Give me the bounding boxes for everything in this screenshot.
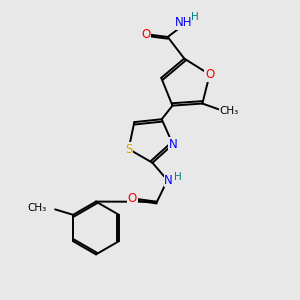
Text: O: O (142, 28, 151, 41)
Text: N: N (164, 174, 173, 187)
Text: O: O (128, 192, 137, 205)
Text: NH: NH (175, 16, 192, 29)
Text: CH₃: CH₃ (27, 203, 46, 213)
Text: S: S (125, 142, 132, 155)
Text: CH₃: CH₃ (220, 106, 239, 116)
Text: H: H (191, 12, 199, 22)
Text: O: O (205, 68, 214, 81)
Text: N: N (169, 138, 177, 151)
Text: H: H (174, 172, 182, 182)
